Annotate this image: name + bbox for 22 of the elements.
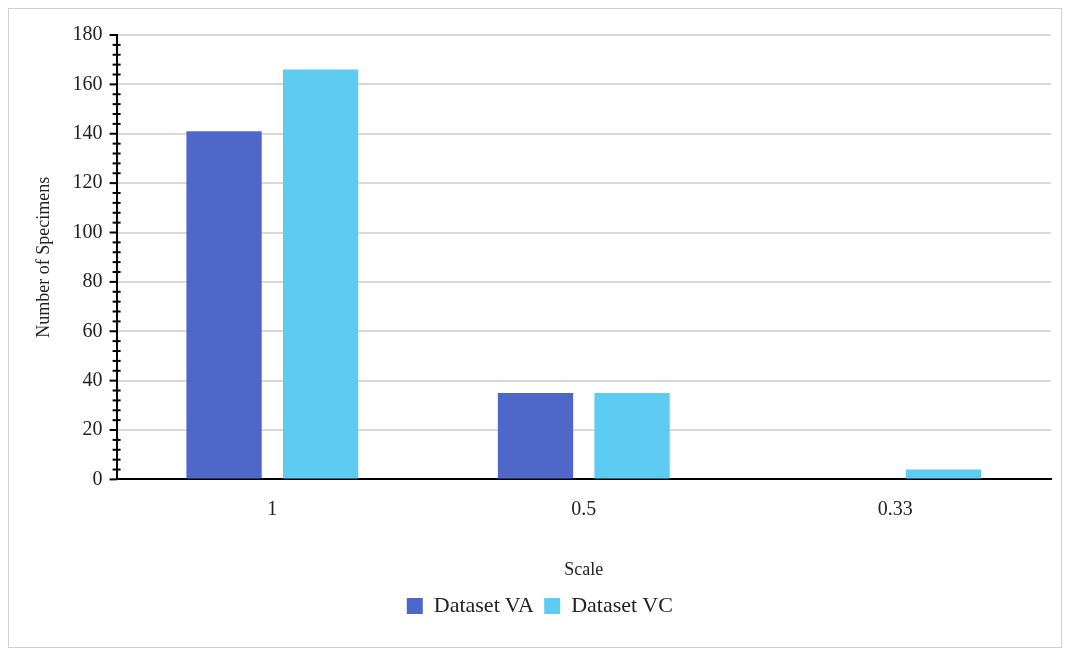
y-tick-label: 120 [72, 170, 103, 193]
y-tick-label: 100 [72, 219, 103, 242]
x-tick-label: 1 [267, 496, 278, 519]
y-axis-title: Number of Specimens [32, 176, 53, 338]
y-tick-label: 40 [82, 367, 103, 390]
y-tick-label: 140 [72, 121, 103, 144]
bar [186, 131, 262, 479]
y-tick-label: 80 [82, 269, 103, 292]
x-tick-label: 0.5 [571, 496, 597, 519]
legend-label: Dataset VC [571, 591, 673, 617]
x-axis-title: Scale [564, 558, 604, 579]
x-tick-label: 0.33 [877, 496, 913, 519]
bar [497, 392, 574, 479]
bar [905, 469, 982, 479]
y-tick-label: 60 [82, 318, 103, 341]
y-tick-label: 160 [72, 71, 103, 94]
legend-label: Dataset VA [433, 591, 534, 617]
y-tick-label: 180 [72, 22, 103, 45]
y-tick-label: 20 [82, 417, 103, 440]
y-tick-label: 0 [92, 466, 103, 489]
bar [594, 392, 670, 479]
bar [282, 69, 359, 479]
